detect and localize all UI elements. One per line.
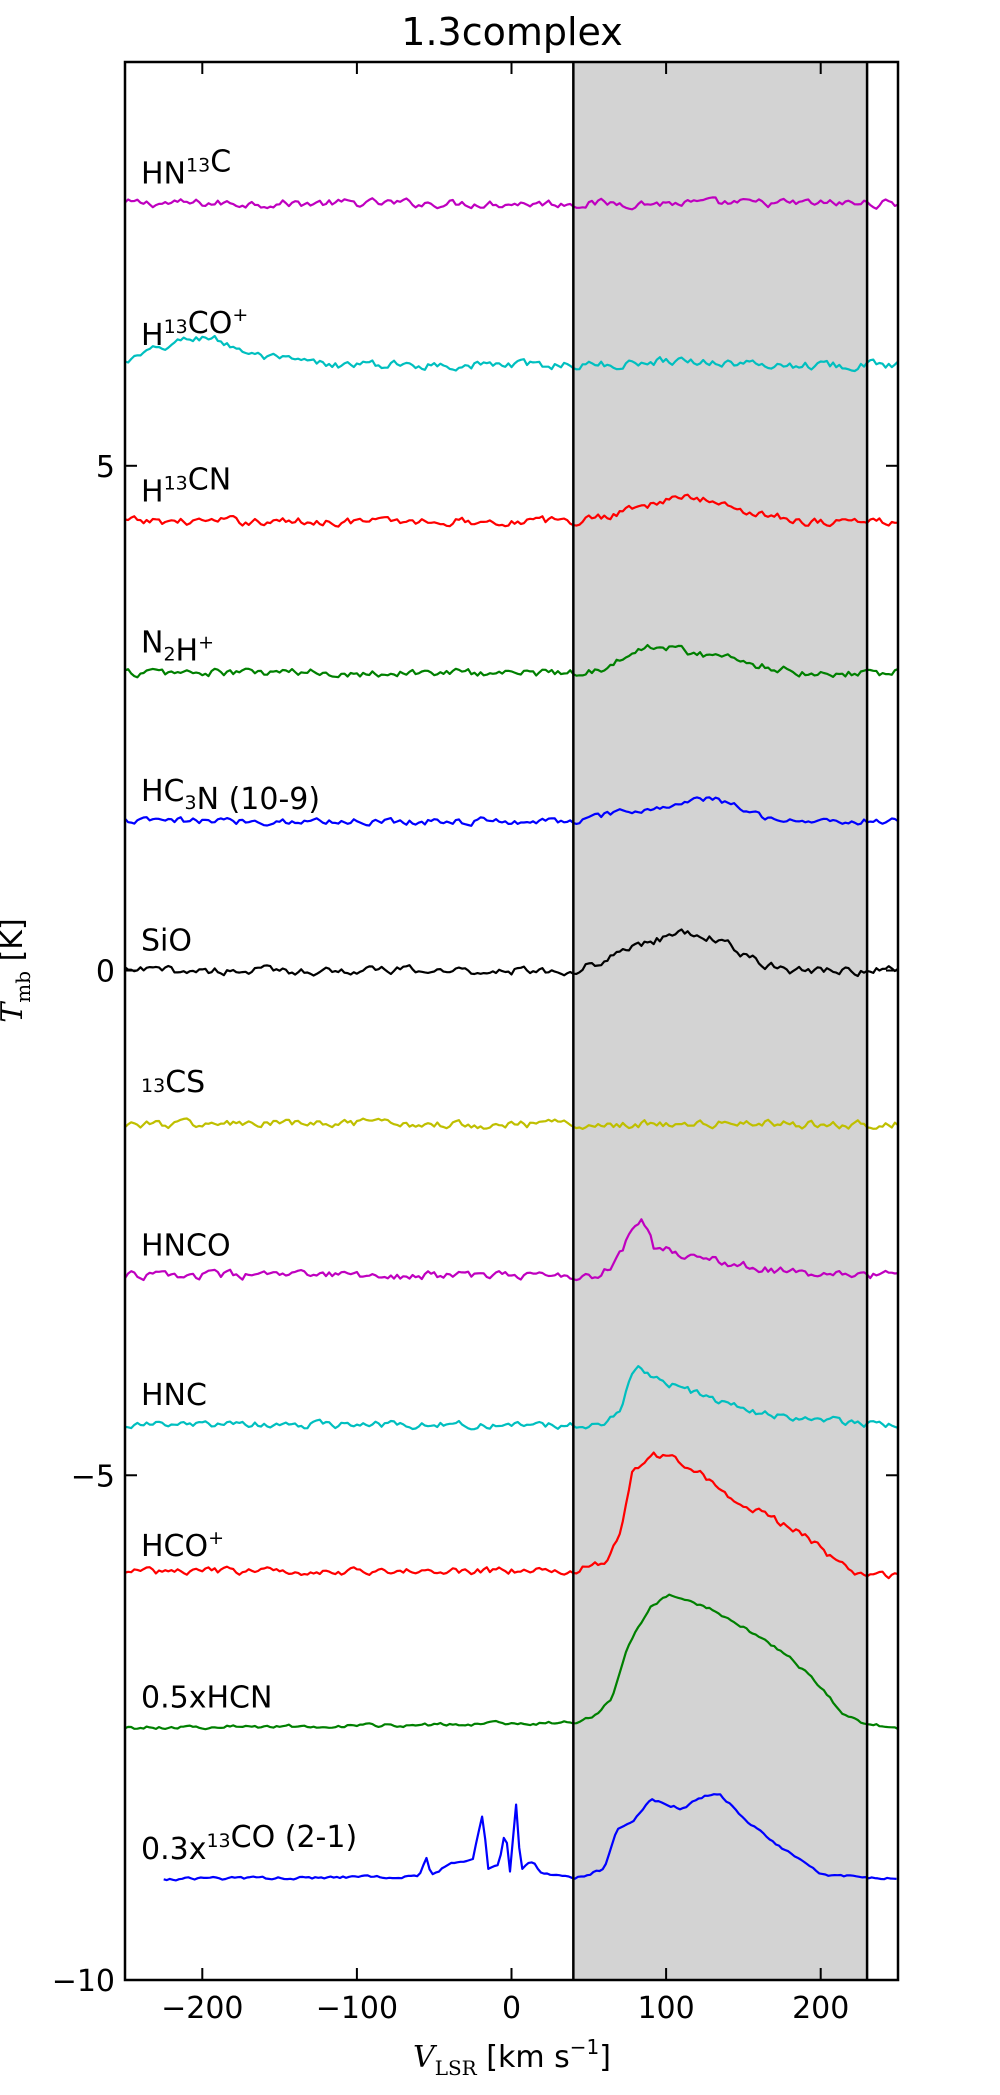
- series-layer: [124, 196, 899, 1882]
- series-label: H13CO+: [141, 304, 248, 353]
- series-line-13cs: [124, 1117, 899, 1131]
- series-label: H13CN: [141, 462, 231, 509]
- y-tick-label: 0: [96, 955, 115, 990]
- series-label: 0.5xHCN: [141, 1681, 272, 1716]
- series-labels: HN13C H13CO+ H13CN N2H+ HC3N (10-9) SiO 13CS HN…: [141, 144, 357, 1867]
- series-label: HN13C: [141, 144, 231, 191]
- series-line-hn13c: [124, 196, 899, 211]
- series-label: N2H+: [141, 626, 214, 669]
- series-label: HCO+: [141, 1527, 224, 1564]
- shaded-region-layer: [573, 62, 868, 1980]
- y-axis-label: Tmb [K]: [0, 918, 35, 1022]
- series-line-hnco: [124, 1218, 899, 1282]
- series-line-0-3x13co-2-1-: [163, 1793, 897, 1882]
- x-axis-label: VLSR [km s−1]: [413, 2035, 611, 2080]
- series-label: HC3N (10-9): [141, 774, 320, 817]
- x-tick-label: 0: [502, 1991, 521, 2026]
- series-line-hnc: [124, 1364, 899, 1431]
- y-tick-label: −10: [52, 1964, 115, 1999]
- shaded-velocity-range: [573, 62, 868, 1980]
- x-tick-label: −200: [161, 1991, 243, 2026]
- axes: −200 −100 0 100 200 5 0 −5 −10 VLSR [km s−1] Tmb […: [0, 60, 900, 2080]
- x-tick-label: 200: [792, 1991, 849, 2026]
- series-label: 13CS: [141, 1065, 205, 1100]
- series-label: 0.3x13CO (2-1): [141, 1820, 357, 1867]
- x-tick-label: −100: [316, 1991, 398, 2026]
- series-line-sio: [124, 928, 899, 978]
- y-tick-label: 5: [96, 450, 115, 485]
- series-label: HNC: [141, 1378, 207, 1413]
- series-line-h13co-: [124, 334, 899, 373]
- series-line-h13cn: [124, 493, 899, 528]
- velocity-limit-lines: [572, 62, 869, 1980]
- chart-title: 1.3complex: [401, 10, 622, 54]
- y-tick-label: −5: [71, 1459, 115, 1494]
- x-tick-label: 100: [637, 1991, 694, 2026]
- series-line-n2h-: [124, 643, 899, 679]
- series-line-hc3n-10-9-: [124, 796, 899, 827]
- series-line-hco-: [124, 1451, 899, 1580]
- series-line-0-5xhcn: [124, 1593, 899, 1731]
- series-label: SiO: [141, 924, 192, 959]
- series-label: HNCO: [141, 1228, 231, 1263]
